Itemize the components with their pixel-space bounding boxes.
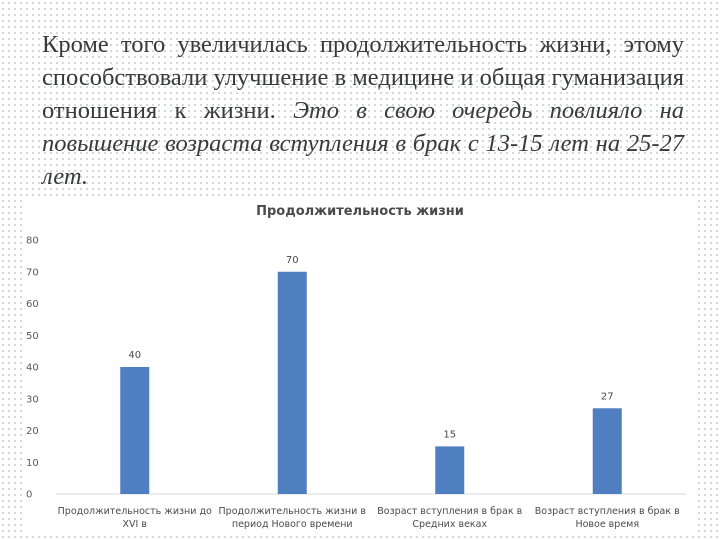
y-tick-label: 30 [26,394,39,405]
slide-text-italic: Это в свою очередь повлияло на повышение… [42,97,684,190]
slide-body-text: Кроме того увеличилась продолжительность… [42,28,684,193]
chart-panel: Продолжительность жизни 0 10 20 30 40 50 60 70 8… [22,200,698,536]
bar [277,271,307,494]
data-label: 15 [443,429,456,440]
category-label: период Нового времени [232,519,353,530]
slide-text-regular: Кроме того увеличилась продолжительность… [42,31,684,124]
category-label: Новое время [575,519,639,530]
category-label: XVI в [123,519,148,530]
y-tick-label: 60 [26,299,39,310]
y-tick-label: 40 [26,363,39,374]
category-label: Средних веках [412,519,487,530]
bar [592,408,622,494]
data-label: 70 [286,255,299,266]
data-label: 40 [128,350,141,361]
y-tick-label: 50 [26,331,39,342]
y-tick-label: 10 [26,458,39,469]
bar [435,446,465,494]
y-tick-label: 20 [26,426,39,437]
category-label: Возраст вступления в брак в [535,506,680,517]
y-tick-label: 70 [26,267,39,278]
bar-chart: 0 10 20 30 40 50 60 70 80 40 Продолжительность жиз… [26,236,686,530]
chart-title: Продолжительность жизни [256,204,464,219]
category-label: Продолжительность жизни в [219,506,367,517]
y-tick-label: 0 [26,490,32,501]
bar [120,367,150,494]
category-label: Возраст вступления в брак в [377,506,522,517]
data-label: 27 [601,391,614,402]
category-label: Продолжительность жизни до [58,506,212,517]
y-tick-label: 80 [26,236,39,247]
